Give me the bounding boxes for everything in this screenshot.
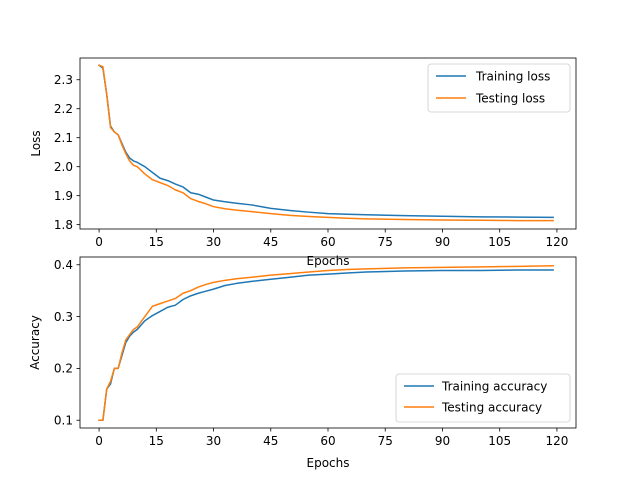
accuracy-x-tick-label: 0 <box>95 434 103 448</box>
loss-x-tick-label: 0 <box>95 235 103 249</box>
accuracy-y-tick-label: 0.2 <box>54 362 73 376</box>
accuracy-x-tick-label: 120 <box>545 434 568 448</box>
loss-y-tick-label: 2.1 <box>54 131 73 145</box>
loss-x-tick-label: 30 <box>206 235 221 249</box>
loss-y-tick-label: 2.3 <box>54 73 73 87</box>
accuracy-x-tick-label: 90 <box>435 434 450 448</box>
accuracy-y-tick-label: 0.1 <box>54 414 73 428</box>
accuracy-legend-label-1: Testing accuracy <box>441 401 542 415</box>
accuracy-y-tick-label: 0.3 <box>54 310 73 324</box>
loss-y-ticks: 1.8 1.9 2.0 2.1 2.2 2.3 <box>54 73 80 232</box>
loss-x-tick-label: 90 <box>435 235 450 249</box>
accuracy-lines <box>98 265 554 421</box>
loss-x-tick-label: 75 <box>378 235 393 249</box>
accuracy-x-tick-label: 45 <box>263 434 278 448</box>
accuracy-subplot: 0 15 30 45 60 75 90 105 120 0.10.20.30.4 Epochs … <box>28 256 577 470</box>
loss-legend: Training loss Testing loss <box>427 63 571 113</box>
accuracy-x-ticks: 0 15 30 45 60 75 90 105 120 <box>95 428 568 448</box>
loss-x-tick-label: 60 <box>320 235 335 249</box>
accuracy-y-axis-label: Accuracy <box>28 315 42 370</box>
loss-y-tick-label: 2.0 <box>54 160 73 174</box>
loss-y-tick-label: 1.8 <box>54 218 73 232</box>
loss-x-axis-label: Epochs <box>307 254 350 268</box>
loss-legend-label-1: Testing loss <box>475 92 545 106</box>
accuracy-x-axis-label: Epochs <box>307 456 350 470</box>
loss-x-tick-label: 15 <box>149 235 164 249</box>
accuracy-series-line-1 <box>98 265 554 421</box>
accuracy-x-tick-label: 75 <box>378 434 393 448</box>
loss-lines <box>98 64 554 222</box>
accuracy-x-tick-label: 60 <box>320 434 335 448</box>
loss-x-tick-label: 105 <box>488 235 511 249</box>
loss-y-tick-label: 2.2 <box>54 102 73 116</box>
accuracy-x-tick-label: 105 <box>488 434 511 448</box>
accuracy-x-tick-label: 15 <box>149 434 164 448</box>
loss-y-tick-label: 1.9 <box>54 189 73 203</box>
accuracy-legend-box <box>395 373 571 423</box>
accuracy-legend: Training accuracy Testing accuracy <box>395 373 571 423</box>
accuracy-y-ticks: 0.1 0.2 0.3 0.4 <box>54 258 80 428</box>
accuracy-legend-label-0: Training accuracy <box>441 380 547 394</box>
loss-subplot: 0 15 30 45 60 75 90 105 120 1.8 1.9 2.0 2.1 2.2 2.3 E… <box>29 57 577 268</box>
loss-legend-label-0: Training loss <box>475 70 550 84</box>
loss-x-ticks: 0 15 30 45 60 75 90 105 120 <box>95 229 568 249</box>
accuracy-x-tick-label: 30 <box>206 434 221 448</box>
loss-x-tick-label: 45 <box>263 235 278 249</box>
loss-series-line-1 <box>98 64 554 222</box>
loss-y-axis-label: Loss <box>29 130 43 156</box>
loss-x-tick-label: 120 <box>545 235 568 249</box>
accuracy-y-tick-label: 0.4 <box>54 258 73 272</box>
